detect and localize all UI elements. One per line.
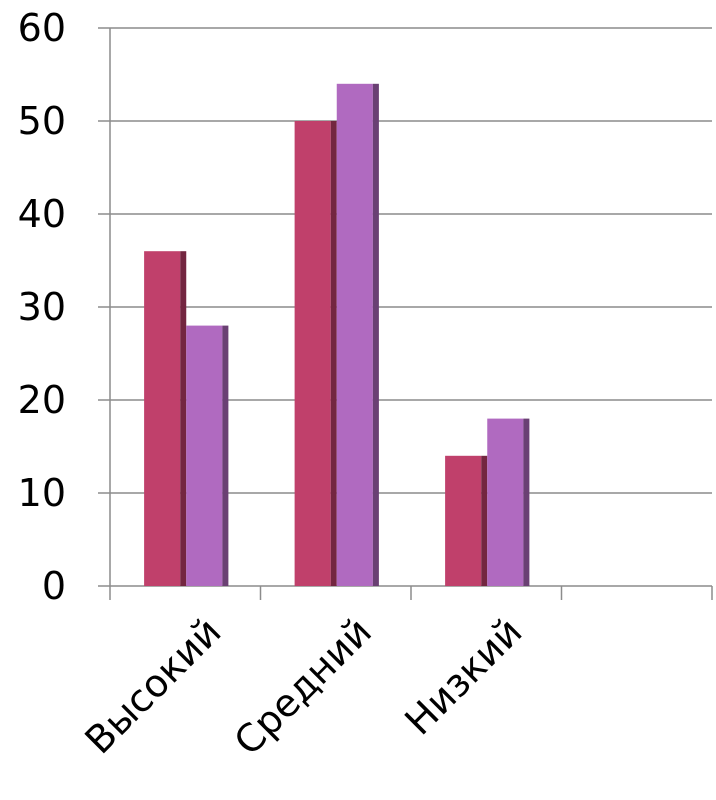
y-tick-labels: 0 10 20 30 40 50 60 bbox=[18, 6, 66, 608]
bar-side bbox=[180, 251, 187, 586]
x-category-label: Высокий bbox=[76, 609, 229, 762]
y-tick-label: 60 bbox=[18, 6, 66, 50]
x-category-label: Низкий bbox=[396, 609, 530, 743]
bar-3-2 bbox=[487, 418, 524, 586]
bar-side bbox=[481, 455, 488, 586]
y-tick-label: 30 bbox=[18, 285, 66, 329]
bars bbox=[144, 83, 530, 587]
bar-1-2 bbox=[186, 325, 223, 586]
y-tick-label: 40 bbox=[18, 192, 66, 236]
bar-side bbox=[523, 418, 530, 586]
y-tick-label: 0 bbox=[42, 564, 66, 608]
y-tick-label: 10 bbox=[18, 471, 66, 515]
bar-side bbox=[372, 83, 379, 587]
y-tick-label: 20 bbox=[18, 378, 66, 422]
bar-3-1 bbox=[445, 455, 482, 586]
bar-1-1 bbox=[144, 251, 181, 586]
x-category-label: Средний bbox=[226, 609, 381, 764]
bar-side bbox=[222, 325, 229, 586]
bar-side bbox=[330, 121, 337, 586]
bar-2-2 bbox=[336, 83, 373, 587]
bar-2-1 bbox=[294, 121, 331, 586]
y-tick-label: 50 bbox=[18, 99, 66, 143]
